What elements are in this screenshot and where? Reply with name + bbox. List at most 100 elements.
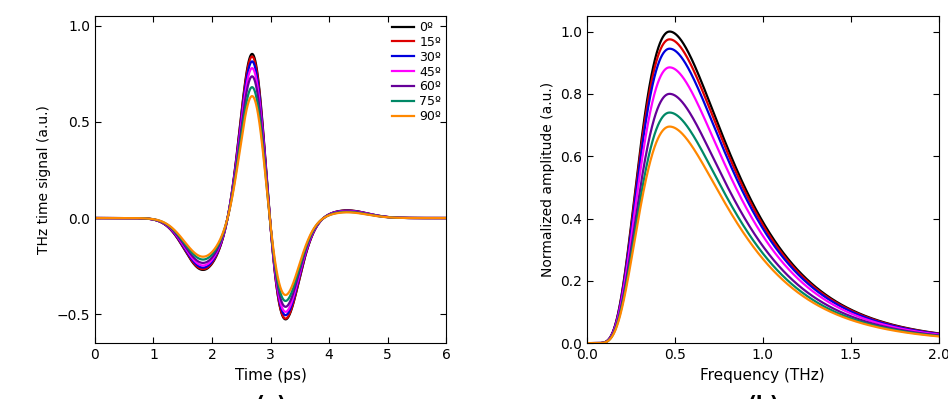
30º [107,215,118,220]
90º [430,215,442,220]
15º [89,215,100,220]
75º [107,215,118,220]
30º [922,330,934,335]
60º [261,172,272,176]
30º [581,341,592,346]
0º [743,193,755,198]
Line: 15º: 15º [95,57,447,318]
45º [89,215,100,220]
45º [922,331,934,336]
X-axis label: Frequency (THz): Frequency (THz) [701,367,825,383]
X-axis label: Time (ps): Time (ps) [235,367,306,383]
30º [89,215,100,220]
75º [743,231,755,236]
60º [664,91,675,96]
0º [441,215,452,220]
90º [246,94,258,99]
75º [599,340,611,345]
45º [922,331,934,336]
15º [858,314,869,318]
90º [581,341,592,346]
15º [922,330,934,335]
75º [922,332,934,337]
Line: 90º: 90º [95,96,447,295]
Line: 15º: 15º [587,40,939,343]
60º [581,341,592,346]
60º [89,215,100,220]
0º [664,29,675,34]
Text: (b): (b) [747,395,778,399]
15º [366,212,377,217]
75º [430,215,442,220]
15º [933,331,944,336]
90º [933,334,944,339]
45º [753,226,764,231]
0º [251,65,263,70]
45º [107,215,118,220]
60º [280,304,291,309]
60º [599,340,611,345]
90º [599,340,611,345]
Line: 30º: 30º [95,61,447,315]
0º [246,51,258,56]
15º [246,54,258,59]
90º [261,178,272,183]
Y-axis label: Normalized amplitude (a.u.): Normalized amplitude (a.u.) [540,82,555,277]
45º [441,215,452,220]
60º [441,215,452,220]
90º [664,124,675,129]
75º [261,176,272,180]
45º [599,340,611,345]
45º [933,332,944,337]
15º [581,341,592,346]
15º [280,316,291,321]
0º [89,215,100,220]
60º [366,213,377,217]
75º [251,96,263,101]
30º [261,166,272,171]
30º [664,46,675,51]
Line: 90º: 90º [587,126,939,343]
Line: 45º: 45º [95,68,447,312]
75º [581,341,592,346]
0º [599,340,611,345]
Legend: 0º, 15º, 30º, 45º, 60º, 75º, 90º: 0º, 15º, 30º, 45º, 60º, 75º, 90º [391,20,443,124]
30º [858,314,869,319]
0º [107,215,118,220]
0º [933,331,944,336]
60º [251,86,263,91]
15º [599,340,611,345]
Line: 0º: 0º [587,32,939,343]
15º [753,214,764,219]
75º [922,332,934,337]
45º [366,212,377,217]
60º [922,332,934,337]
90º [922,333,934,338]
75º [664,110,675,115]
60º [933,333,944,338]
30º [922,330,934,335]
45º [246,66,258,71]
75º [753,245,764,249]
90º [280,292,291,297]
0º [280,317,291,322]
75º [858,320,869,325]
75º [280,298,291,303]
75º [441,215,452,220]
15º [664,37,675,42]
0º [922,330,934,334]
30º [366,212,377,217]
90º [743,238,755,243]
15º [251,68,263,73]
45º [430,215,442,220]
60º [107,215,118,220]
75º [366,213,377,217]
0º [430,215,442,220]
Line: 75º: 75º [587,113,939,343]
30º [246,59,258,64]
60º [430,215,442,220]
Line: 60º: 60º [95,76,447,307]
Text: (a): (a) [255,395,286,399]
15º [743,197,755,201]
30º [753,218,764,223]
